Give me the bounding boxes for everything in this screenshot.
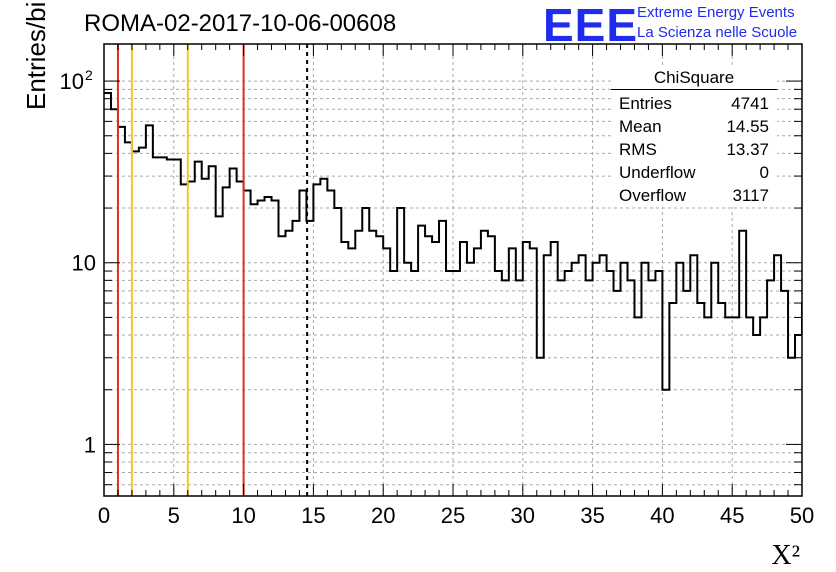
stats-label: Overflow [619,186,687,205]
stats-value: 14.55 [726,117,769,136]
x-tick-label: 25 [441,503,465,528]
x-tick-label: 30 [511,503,535,528]
eee-logo: EEE [543,0,639,51]
x-tick-label: 40 [650,503,674,528]
x-tick-label: 15 [301,503,325,528]
chart-title: ROMA-02-2017-10-06-00608 [84,10,397,37]
stats-value: 13.37 [726,140,769,159]
stats-value: 4741 [731,94,769,113]
stats-label: RMS [619,140,657,159]
stats-row-mean: Mean 14.55 [611,115,777,138]
stats-row-overflow: Overflow 3117 [611,184,777,207]
stats-row-rms: RMS 13.37 [611,138,777,161]
stats-value: 0 [759,163,769,182]
y-tick-label-exponent: 2 [85,67,93,83]
stats-box: ChiSquare Entries 4741 Mean 14.55 RMS 13.37… [611,68,777,207]
stats-row-entries: Entries 4741 [611,92,777,115]
y-tick-label: 1 [84,432,96,457]
stats-box-title: ChiSquare [611,68,777,90]
x-tick-label: 10 [231,503,255,528]
stats-label: Underflow [619,163,696,182]
x-tick-label: 20 [371,503,395,528]
x-tick-label: 35 [580,503,604,528]
x-tick-label: 50 [790,503,814,528]
stats-label: Mean [619,117,662,136]
histogram-series [104,91,802,391]
y-tick-label: 10 [72,251,96,276]
x-axis-label: X² [771,540,800,571]
x-tick-label: 45 [720,503,744,528]
logo-subtitle-line1: Extreme Energy Events [637,4,795,21]
stats-value: 3117 [732,186,769,205]
x-tick-label: 0 [98,503,110,528]
stats-label: Entries [619,94,672,113]
stats-row-underflow: Underflow 0 [611,161,777,184]
y-axis-label: Entries/bin [21,0,51,110]
logo-subtitle-line2: La Scienza nelle Scuole [637,24,798,41]
y-tick-label: 10 [60,69,84,94]
x-tick-label: 5 [168,503,180,528]
